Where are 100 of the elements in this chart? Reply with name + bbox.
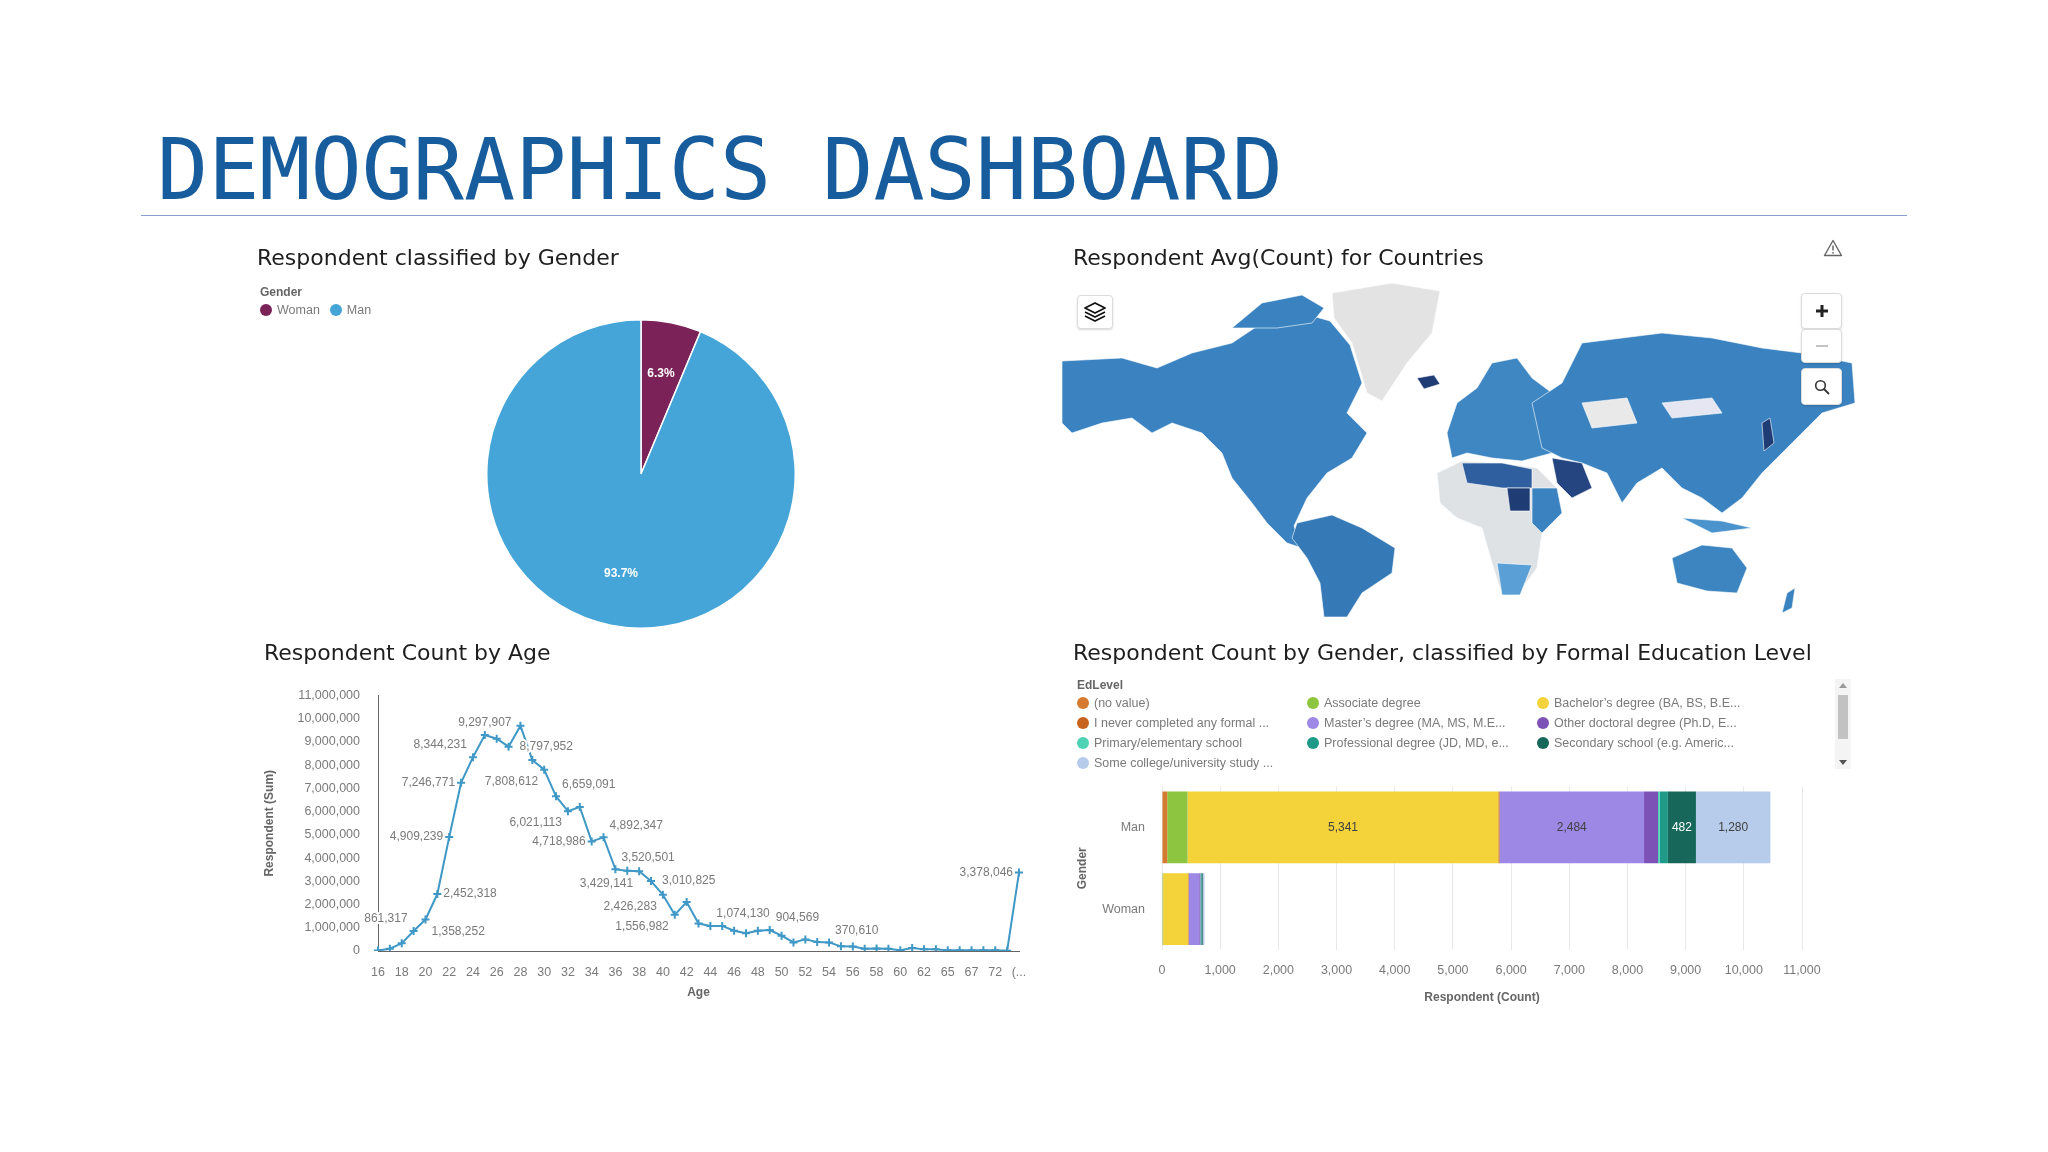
x-tick-label: 20	[418, 964, 433, 979]
legend-label: Associate degree	[1324, 695, 1421, 712]
y-tick-label: 4,000,000	[304, 850, 361, 865]
x-tick-label: 36	[608, 964, 623, 979]
x-tick-label: 38	[632, 964, 647, 979]
x-tick-label: 11,000	[1783, 962, 1821, 977]
x-tick-label: 2,000	[1262, 962, 1295, 977]
x-tick-label: 46	[727, 964, 742, 979]
x-tick-label: 16	[371, 964, 385, 979]
data-label: 6.3%	[647, 366, 676, 381]
legend-label: Other doctoral degree (Ph.D, E...	[1554, 715, 1737, 732]
legend-label: Primary/elementary school	[1094, 735, 1242, 752]
data-label: 7,808,612	[484, 773, 539, 788]
x-tick-label: 48	[750, 964, 765, 979]
data-label: 904,569	[775, 910, 820, 925]
y-axis-title: Respondent (Sum)	[261, 769, 276, 877]
data-label: 1,280	[1718, 819, 1749, 834]
data-label: 6,659,091	[562, 776, 616, 791]
y-tick-label: 2,000,000	[304, 897, 361, 911]
data-label: 93.7%	[603, 566, 639, 581]
x-tick-label: 10,000	[1724, 962, 1763, 977]
data-label: 4,718,986	[532, 833, 586, 848]
x-tick-label: 22	[442, 964, 457, 979]
text: DEMOGRAPHICS DASHBOARD	[157, 120, 1283, 220]
y-tick-label: 11,000,000	[298, 687, 361, 702]
x-tick-label: 4,000	[1379, 962, 1411, 977]
y-tick-label: 8,000,000	[304, 757, 361, 772]
x-axis-title: Age	[687, 985, 711, 1000]
data-label: 2,484	[1556, 819, 1588, 834]
x-tick-label: 62	[917, 964, 932, 979]
x-tick-label: (...	[1011, 964, 1027, 979]
x-tick-label: 5,000	[1437, 962, 1469, 977]
legend-label: Professional degree (JD, MD, e...	[1324, 735, 1509, 752]
x-tick-label: 60	[893, 964, 908, 979]
x-tick-label: 52	[798, 964, 813, 979]
x-axis-title: Respondent (Count)	[1424, 990, 1540, 1005]
data-label: 3,520,501	[621, 849, 676, 864]
data-label: 5,341	[1327, 819, 1359, 834]
data-label: 8,344,231	[413, 737, 468, 752]
y-tick-label: 0	[353, 943, 361, 958]
data-label: 2,426,283	[603, 898, 658, 913]
y-tick-label: 6,000,000	[304, 804, 361, 819]
data-label: 1,358,252	[431, 923, 486, 938]
x-tick-label: 1,000	[1204, 962, 1236, 977]
x-tick-label: 54	[822, 964, 837, 979]
legend-label: Some college/university study ...	[1094, 755, 1274, 772]
x-tick-label: 58	[869, 964, 884, 979]
x-tick-label: 72	[988, 964, 1003, 979]
x-tick-label: 40	[655, 964, 670, 979]
data-label: 7,246,771	[401, 774, 456, 789]
chart-title: Respondent Count by Gender, classified by Formal Education Level	[1073, 640, 1812, 666]
data-label: 9,297,907	[458, 715, 512, 730]
data-label: 4,892,347	[609, 817, 664, 832]
legend-label: (no value)	[1094, 695, 1150, 712]
data-label: 3,378,046	[959, 864, 1014, 879]
y-tick-label: 10,000,000	[297, 711, 361, 726]
x-tick-label: 32	[560, 964, 575, 979]
chart-title: Respondent Count by Age	[264, 640, 551, 666]
x-tick-label: 0	[1158, 962, 1166, 977]
chart-title: Respondent classified by Gender	[257, 245, 619, 271]
x-tick-label: 9,000	[1670, 962, 1702, 977]
legend-label: Secondary school (e.g. Americ...	[1554, 735, 1734, 752]
x-tick-label: 26	[489, 964, 504, 979]
x-tick-label: 44	[703, 964, 718, 979]
legend-label: Master’s degree (MA, MS, M.E...	[1324, 715, 1506, 732]
legend-title: EdLevel	[1077, 677, 1125, 693]
x-tick-label: 28	[513, 964, 528, 979]
x-tick-label: 42	[679, 964, 694, 979]
data-label: 3,429,141	[579, 875, 634, 890]
data-label: 1,074,130	[716, 906, 771, 921]
x-tick-label: 6,000	[1495, 962, 1527, 977]
legend-label: Woman	[277, 302, 320, 319]
x-tick-label: 56	[845, 964, 860, 979]
data-label: 4,909,239	[389, 829, 444, 844]
x-tick-label: 24	[466, 964, 480, 979]
y-tick-label: 9,000,000	[304, 734, 361, 749]
data-label: 370,610	[835, 922, 879, 937]
text: Respondent Avg(Count) for Countries	[1073, 245, 1484, 271]
legend-label: Man	[346, 302, 372, 319]
x-tick-label: 30	[537, 964, 552, 979]
legend-label: I never completed any formal ...	[1094, 715, 1270, 732]
y-tick-label: 3,000,000	[304, 873, 361, 888]
data-label: 2,452,318	[443, 886, 498, 901]
x-tick-label: 18	[394, 964, 409, 979]
x-tick-label: 67	[964, 964, 979, 979]
x-tick-label: 50	[774, 964, 789, 979]
y-tick-label: 1,000,000	[304, 920, 361, 935]
y-tick-label: 7,000,000	[304, 780, 361, 795]
data-label: 482	[1671, 819, 1693, 834]
data-label: 3,010,825	[662, 873, 716, 888]
x-tick-label: 34	[584, 964, 599, 979]
y-axis-title: Gender	[1074, 846, 1089, 890]
legend-label: Bachelor’s degree (BA, BS, B.E...	[1554, 695, 1741, 712]
x-tick-label: 7,000	[1553, 962, 1585, 977]
x-tick-label: 65	[940, 964, 955, 979]
data-label: 1,556,982	[615, 919, 670, 934]
data-label: 6,021,113	[509, 815, 563, 830]
x-tick-label: 8,000	[1611, 962, 1644, 977]
legend-title: Gender	[260, 284, 303, 300]
x-tick-label: 3,000	[1320, 962, 1353, 977]
